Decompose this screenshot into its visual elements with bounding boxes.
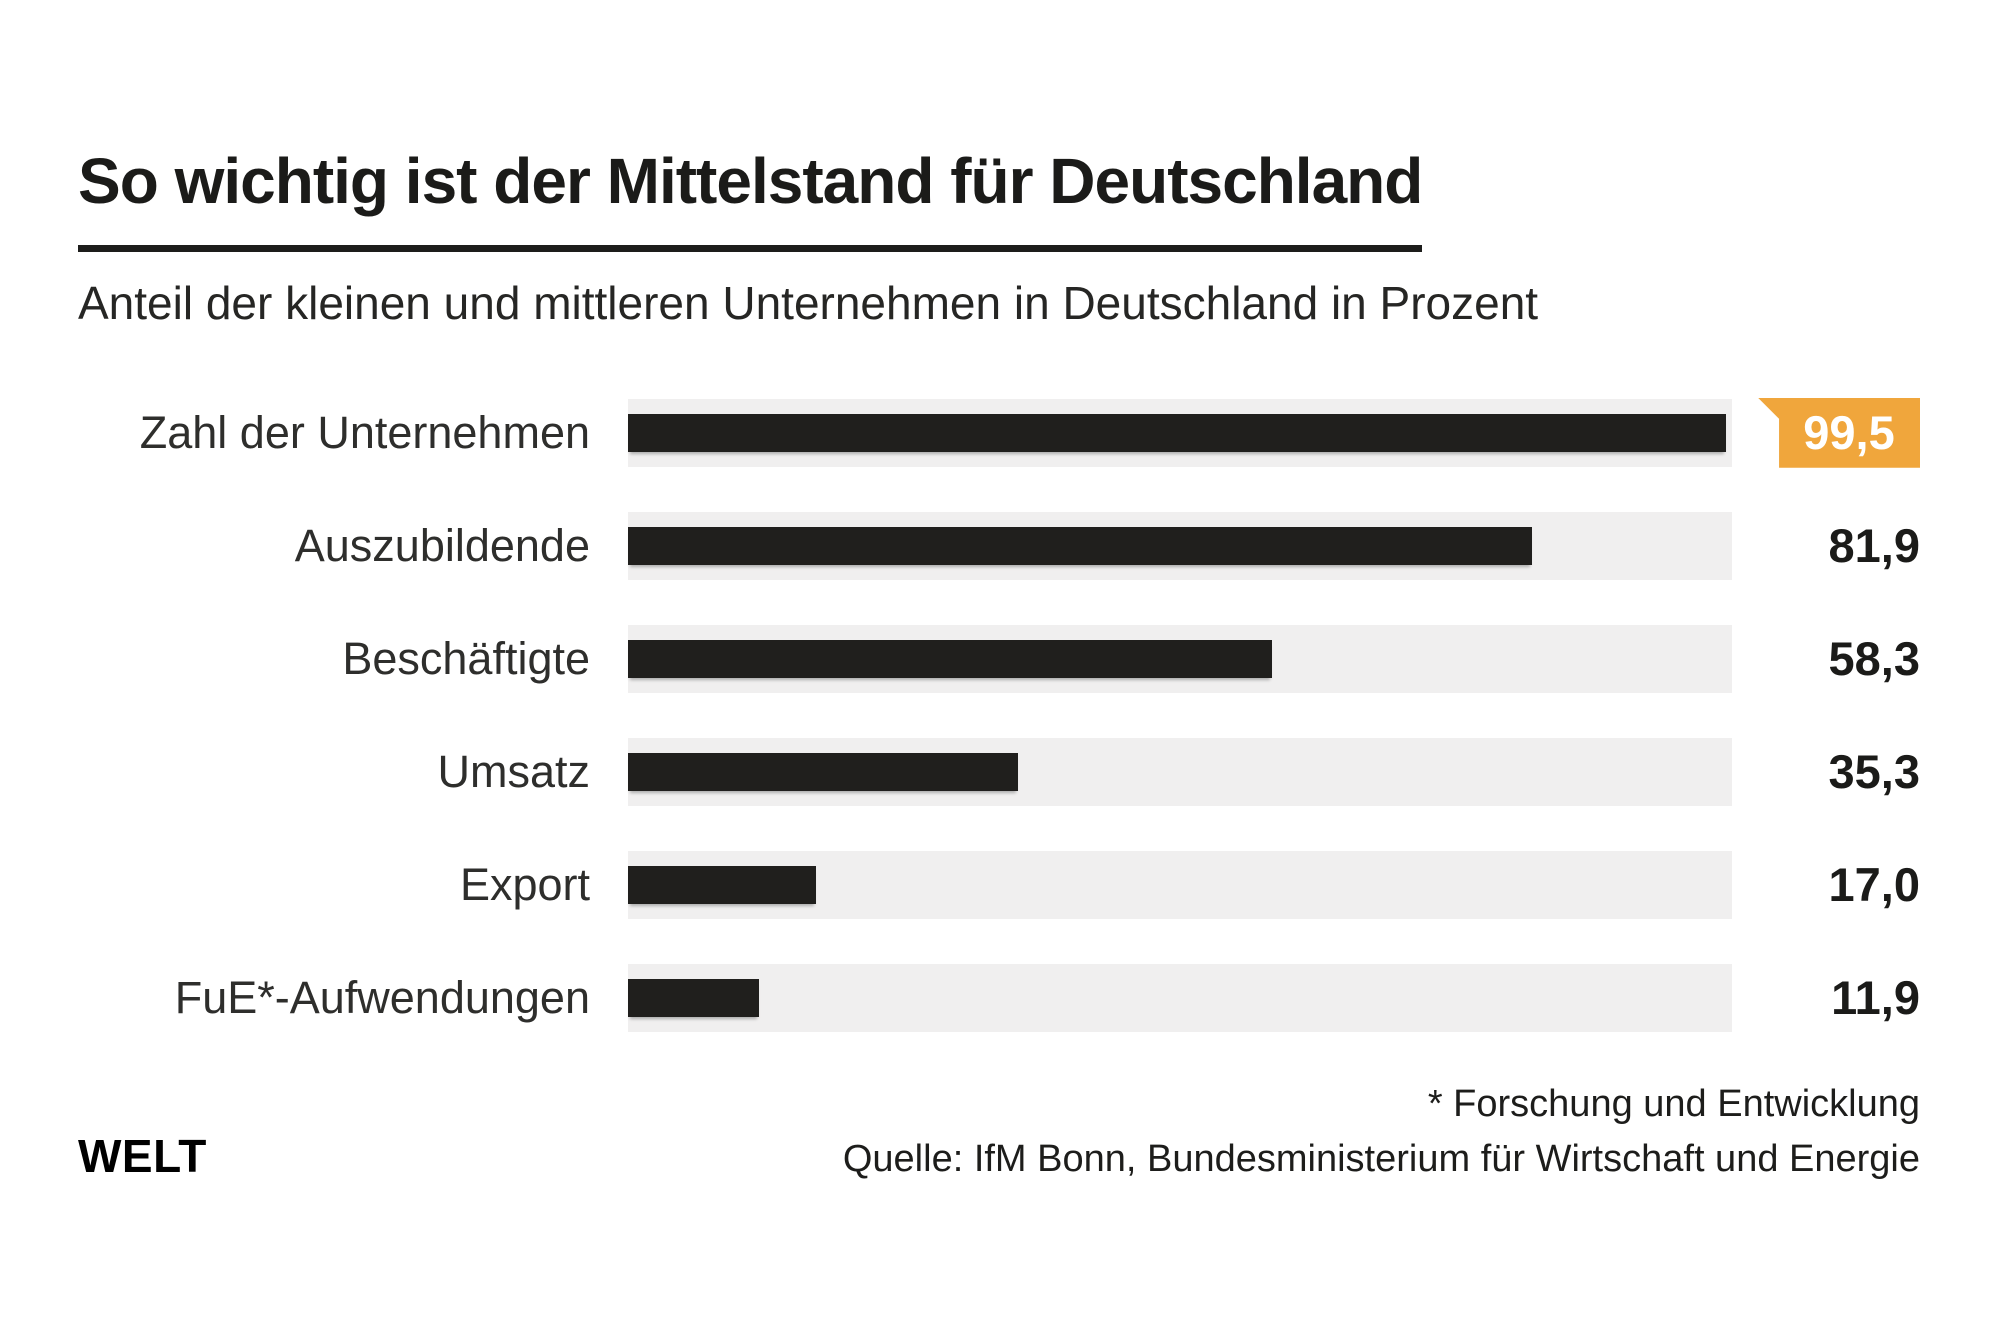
source-line: Quelle: IfM Bonn, Bundesministerium für …: [842, 1137, 1920, 1180]
row-label: FuE*-Aufwendungen: [174, 971, 590, 1023]
value-label: 81,9: [1828, 519, 1920, 573]
chart-subtitle: Anteil der kleinen und mittleren Unterne…: [78, 277, 1539, 330]
bar: [628, 752, 1018, 791]
value-badge-highlight: 99,5: [1758, 397, 1920, 468]
value-label: 58,3: [1828, 632, 1920, 686]
bar-track: [628, 963, 1732, 1032]
chart-row: FuE*-Aufwendungen 11,9: [78, 963, 1920, 1032]
bar: [628, 865, 816, 904]
welt-logo: WELT: [78, 1129, 207, 1182]
footnote-asterisk: * Forschung und Entwicklung: [1427, 1082, 1920, 1125]
chart-row: Beschäftigte 58,3: [78, 624, 1920, 693]
value-label: 35,3: [1828, 745, 1920, 799]
bar: [628, 978, 760, 1017]
row-label: Umsatz: [437, 745, 590, 797]
value-label: 11,9: [1831, 971, 1920, 1025]
page-title: So wichtig ist der Mittelstand für Deuts…: [78, 147, 1423, 253]
bar-track: [628, 398, 1732, 467]
value-cell: 99,5: [1732, 397, 1920, 468]
row-label: Export: [459, 858, 590, 910]
row-label: Beschäftigte: [342, 632, 590, 684]
bar-track: [628, 737, 1732, 806]
bar-chart: Zahl der Unternehmen 99,5 Auszubildende 81,…: [78, 397, 1920, 1032]
infographic-page: So wichtig ist der Mittelstand für Deuts…: [78, 147, 1920, 1187]
footer: WELT * Forschung und Entwicklung Quelle:…: [78, 1077, 1920, 1187]
bar: [628, 413, 1727, 452]
row-label: Zahl der Unternehmen: [139, 406, 590, 458]
bar: [628, 526, 1533, 565]
footnotes: * Forschung und Entwicklung Quelle: IfM …: [843, 1077, 1920, 1187]
bar-track: [628, 850, 1732, 919]
chart-row: Zahl der Unternehmen 99,5: [78, 397, 1920, 468]
value-label: 17,0: [1828, 858, 1920, 912]
row-label: Auszubildende: [294, 519, 590, 571]
chart-row: Export 17,0: [78, 850, 1920, 919]
bar-track: [628, 624, 1732, 693]
bar: [628, 639, 1272, 678]
bar-track: [628, 511, 1732, 580]
chart-row: Umsatz 35,3: [78, 737, 1920, 806]
chart-row: Auszubildende 81,9: [78, 511, 1920, 580]
